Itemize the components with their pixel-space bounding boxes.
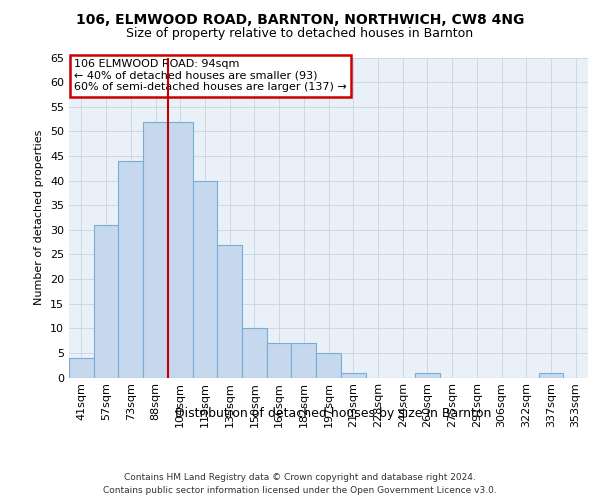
Bar [217,244,242,378]
Bar [316,353,341,378]
Bar [292,343,316,378]
Bar [69,358,94,378]
Text: Distribution of detached houses by size in Barnton: Distribution of detached houses by size … [175,408,491,420]
Bar [242,328,267,378]
Bar [539,372,563,378]
Bar [168,122,193,378]
Text: 106, ELMWOOD ROAD, BARNTON, NORTHWICH, CW8 4NG: 106, ELMWOOD ROAD, BARNTON, NORTHWICH, C… [76,12,524,26]
Bar [94,225,118,378]
Text: 106 ELMWOOD ROAD: 94sqm
← 40% of detached houses are smaller (93)
60% of semi-de: 106 ELMWOOD ROAD: 94sqm ← 40% of detache… [74,59,347,92]
Bar [341,372,365,378]
Bar [118,161,143,378]
Y-axis label: Number of detached properties: Number of detached properties [34,130,44,305]
Bar [143,122,168,378]
Bar [193,180,217,378]
Text: Contains HM Land Registry data © Crown copyright and database right 2024.: Contains HM Land Registry data © Crown c… [124,472,476,482]
Bar [267,343,292,378]
Bar [415,372,440,378]
Text: Size of property relative to detached houses in Barnton: Size of property relative to detached ho… [127,28,473,40]
Text: Contains public sector information licensed under the Open Government Licence v3: Contains public sector information licen… [103,486,497,495]
